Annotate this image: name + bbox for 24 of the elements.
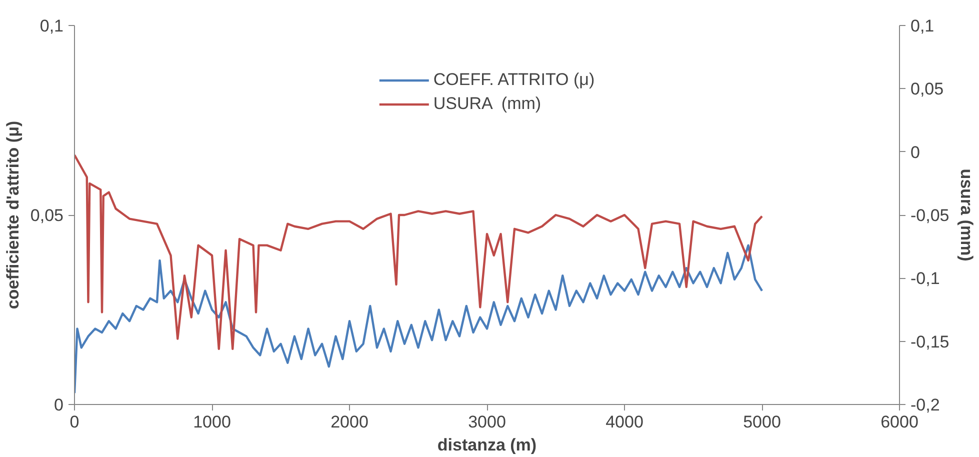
x-tick-label: 3000 [468, 412, 506, 432]
y-tick-label: 0 [54, 396, 64, 414]
x-tick-label: 2000 [330, 412, 368, 432]
x-tick-label: 4000 [606, 412, 644, 432]
line-series [74, 244, 764, 394]
y2-tick-label: -0,2 [910, 396, 940, 414]
y2-tick-label: 0 [910, 142, 920, 162]
y2-tick-label: 0,1 [910, 16, 934, 36]
line-series [74, 154, 764, 350]
y2-axis-title: usura (mm) [957, 168, 976, 262]
y2-tick-label: -0,1 [910, 269, 940, 288]
legend-label: COEFF. ATTRITO (μ) [433, 70, 595, 90]
y-axis-title: coefficiente d'attrito (μ) [3, 120, 22, 310]
y-tick-label: 0,1 [40, 16, 64, 36]
legend-label: USURA (mm) [433, 94, 542, 114]
x-tick-label: 1000 [193, 412, 231, 432]
y2-tick-label: -0,05 [910, 206, 950, 225]
y2-tick-label: 0,05 [910, 80, 944, 99]
x-axis-title: distanza (m) [437, 436, 537, 454]
x-tick-label: 5000 [743, 412, 781, 432]
y-tick-label: 0,05 [30, 206, 64, 225]
y2-tick-label: -0,15 [910, 332, 950, 352]
x-tick-label: 6000 [880, 412, 918, 432]
x-tick-label: 0 [70, 412, 80, 432]
